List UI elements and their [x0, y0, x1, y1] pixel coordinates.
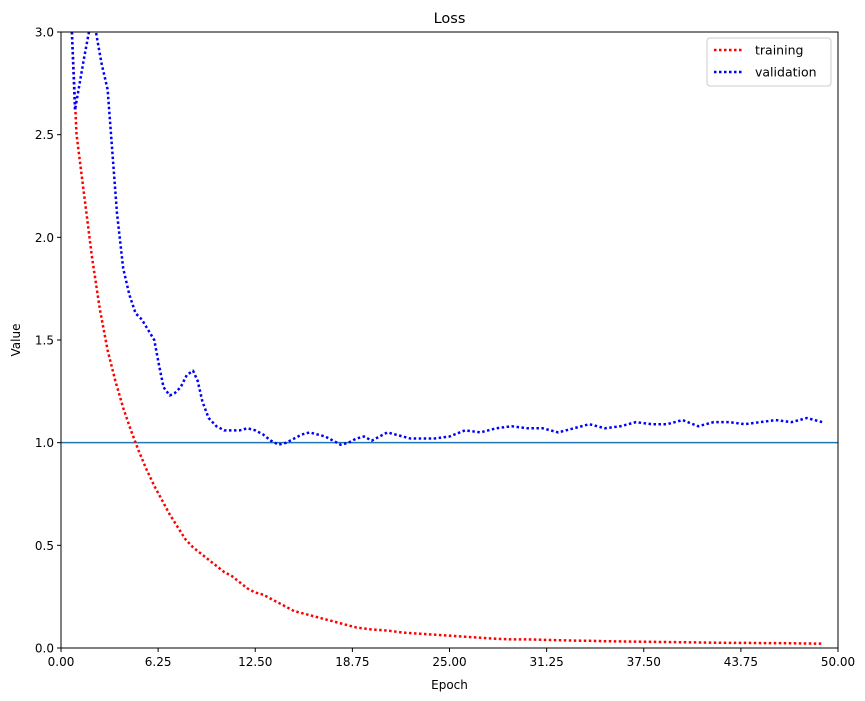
x-axis-title: Epoch	[431, 678, 468, 692]
chart-title: Loss	[434, 11, 466, 27]
x-tick-label: 31.25	[529, 655, 563, 669]
plot-area	[61, 32, 838, 645]
x-tick-label: 25.00	[432, 655, 466, 669]
x-tick-label: 12.50	[238, 655, 272, 669]
y-axis-title: Value	[9, 324, 23, 357]
y-tick-label: 2.0	[35, 231, 54, 245]
x-tick-label: 6.25	[145, 655, 172, 669]
plot-frame	[60, 31, 839, 649]
x-axis: 0.00 6.25 12.50 18.75 25.00 31.25 37.50 43.75 50…	[48, 648, 855, 669]
x-tick-label: 0.00	[48, 655, 75, 669]
legend: training validation	[706, 37, 832, 87]
y-tick-label: 2.5	[35, 128, 54, 142]
y-axis: 0.0 0.5 1.0 1.5 2.0 2.5 3.0	[35, 26, 61, 656]
x-tick-label: 37.50	[627, 655, 661, 669]
y-tick-label: 1.5	[35, 334, 54, 348]
y-tick-label: 0.0	[35, 642, 54, 656]
y-tick-label: 1.0	[35, 436, 54, 450]
legend-label-training: training	[755, 43, 803, 58]
series-line-validation	[70, 32, 823, 446]
series-line-training	[70, 32, 823, 645]
x-tick-label: 50.00	[821, 655, 855, 669]
y-tick-label: 0.5	[35, 539, 54, 553]
legend-label-validation: validation	[755, 65, 817, 80]
y-tick-label: 3.0	[35, 26, 54, 40]
x-tick-label: 18.75	[335, 655, 369, 669]
legend-box	[706, 37, 832, 87]
x-tick-label: 43.75	[724, 655, 758, 669]
